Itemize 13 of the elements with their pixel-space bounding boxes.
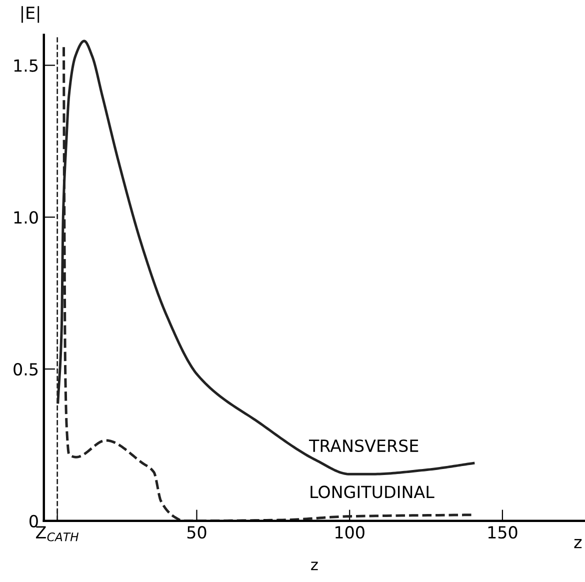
annotation: TRANSVERSE: [308, 439, 418, 452]
y-tick-label: 1.0: [14, 211, 38, 224]
y-tick-label: 1.5: [14, 59, 38, 72]
y-axis-title: |E|: [22, 6, 40, 23]
x-tick-label: 150: [488, 526, 518, 539]
x-tick-label: 100: [336, 526, 364, 539]
x-tick-label: Z$_{CATH}$: [36, 526, 79, 542]
x-axis-title: z: [311, 562, 318, 570]
y-tick-label: 0.5: [14, 362, 38, 376]
x-tick-label: 50: [187, 526, 206, 539]
y-tick-label: 0: [30, 514, 38, 528]
text: z: [574, 539, 582, 548]
annotation: LONGITUDINAL: [310, 486, 434, 498]
